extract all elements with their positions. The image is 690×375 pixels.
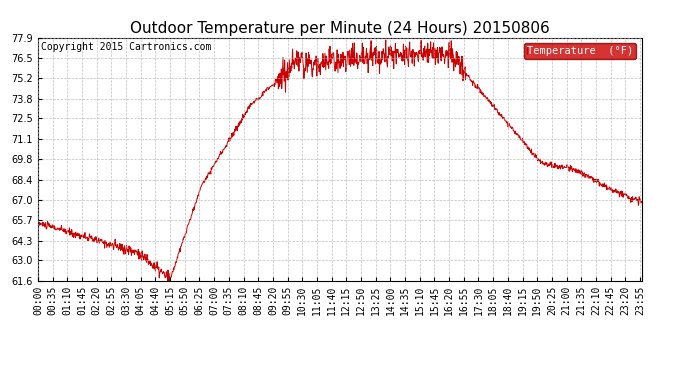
Text: Copyright 2015 Cartronics.com: Copyright 2015 Cartronics.com — [41, 42, 211, 52]
Legend: Temperature  (°F): Temperature (°F) — [524, 43, 636, 59]
Title: Outdoor Temperature per Minute (24 Hours) 20150806: Outdoor Temperature per Minute (24 Hours… — [130, 21, 550, 36]
